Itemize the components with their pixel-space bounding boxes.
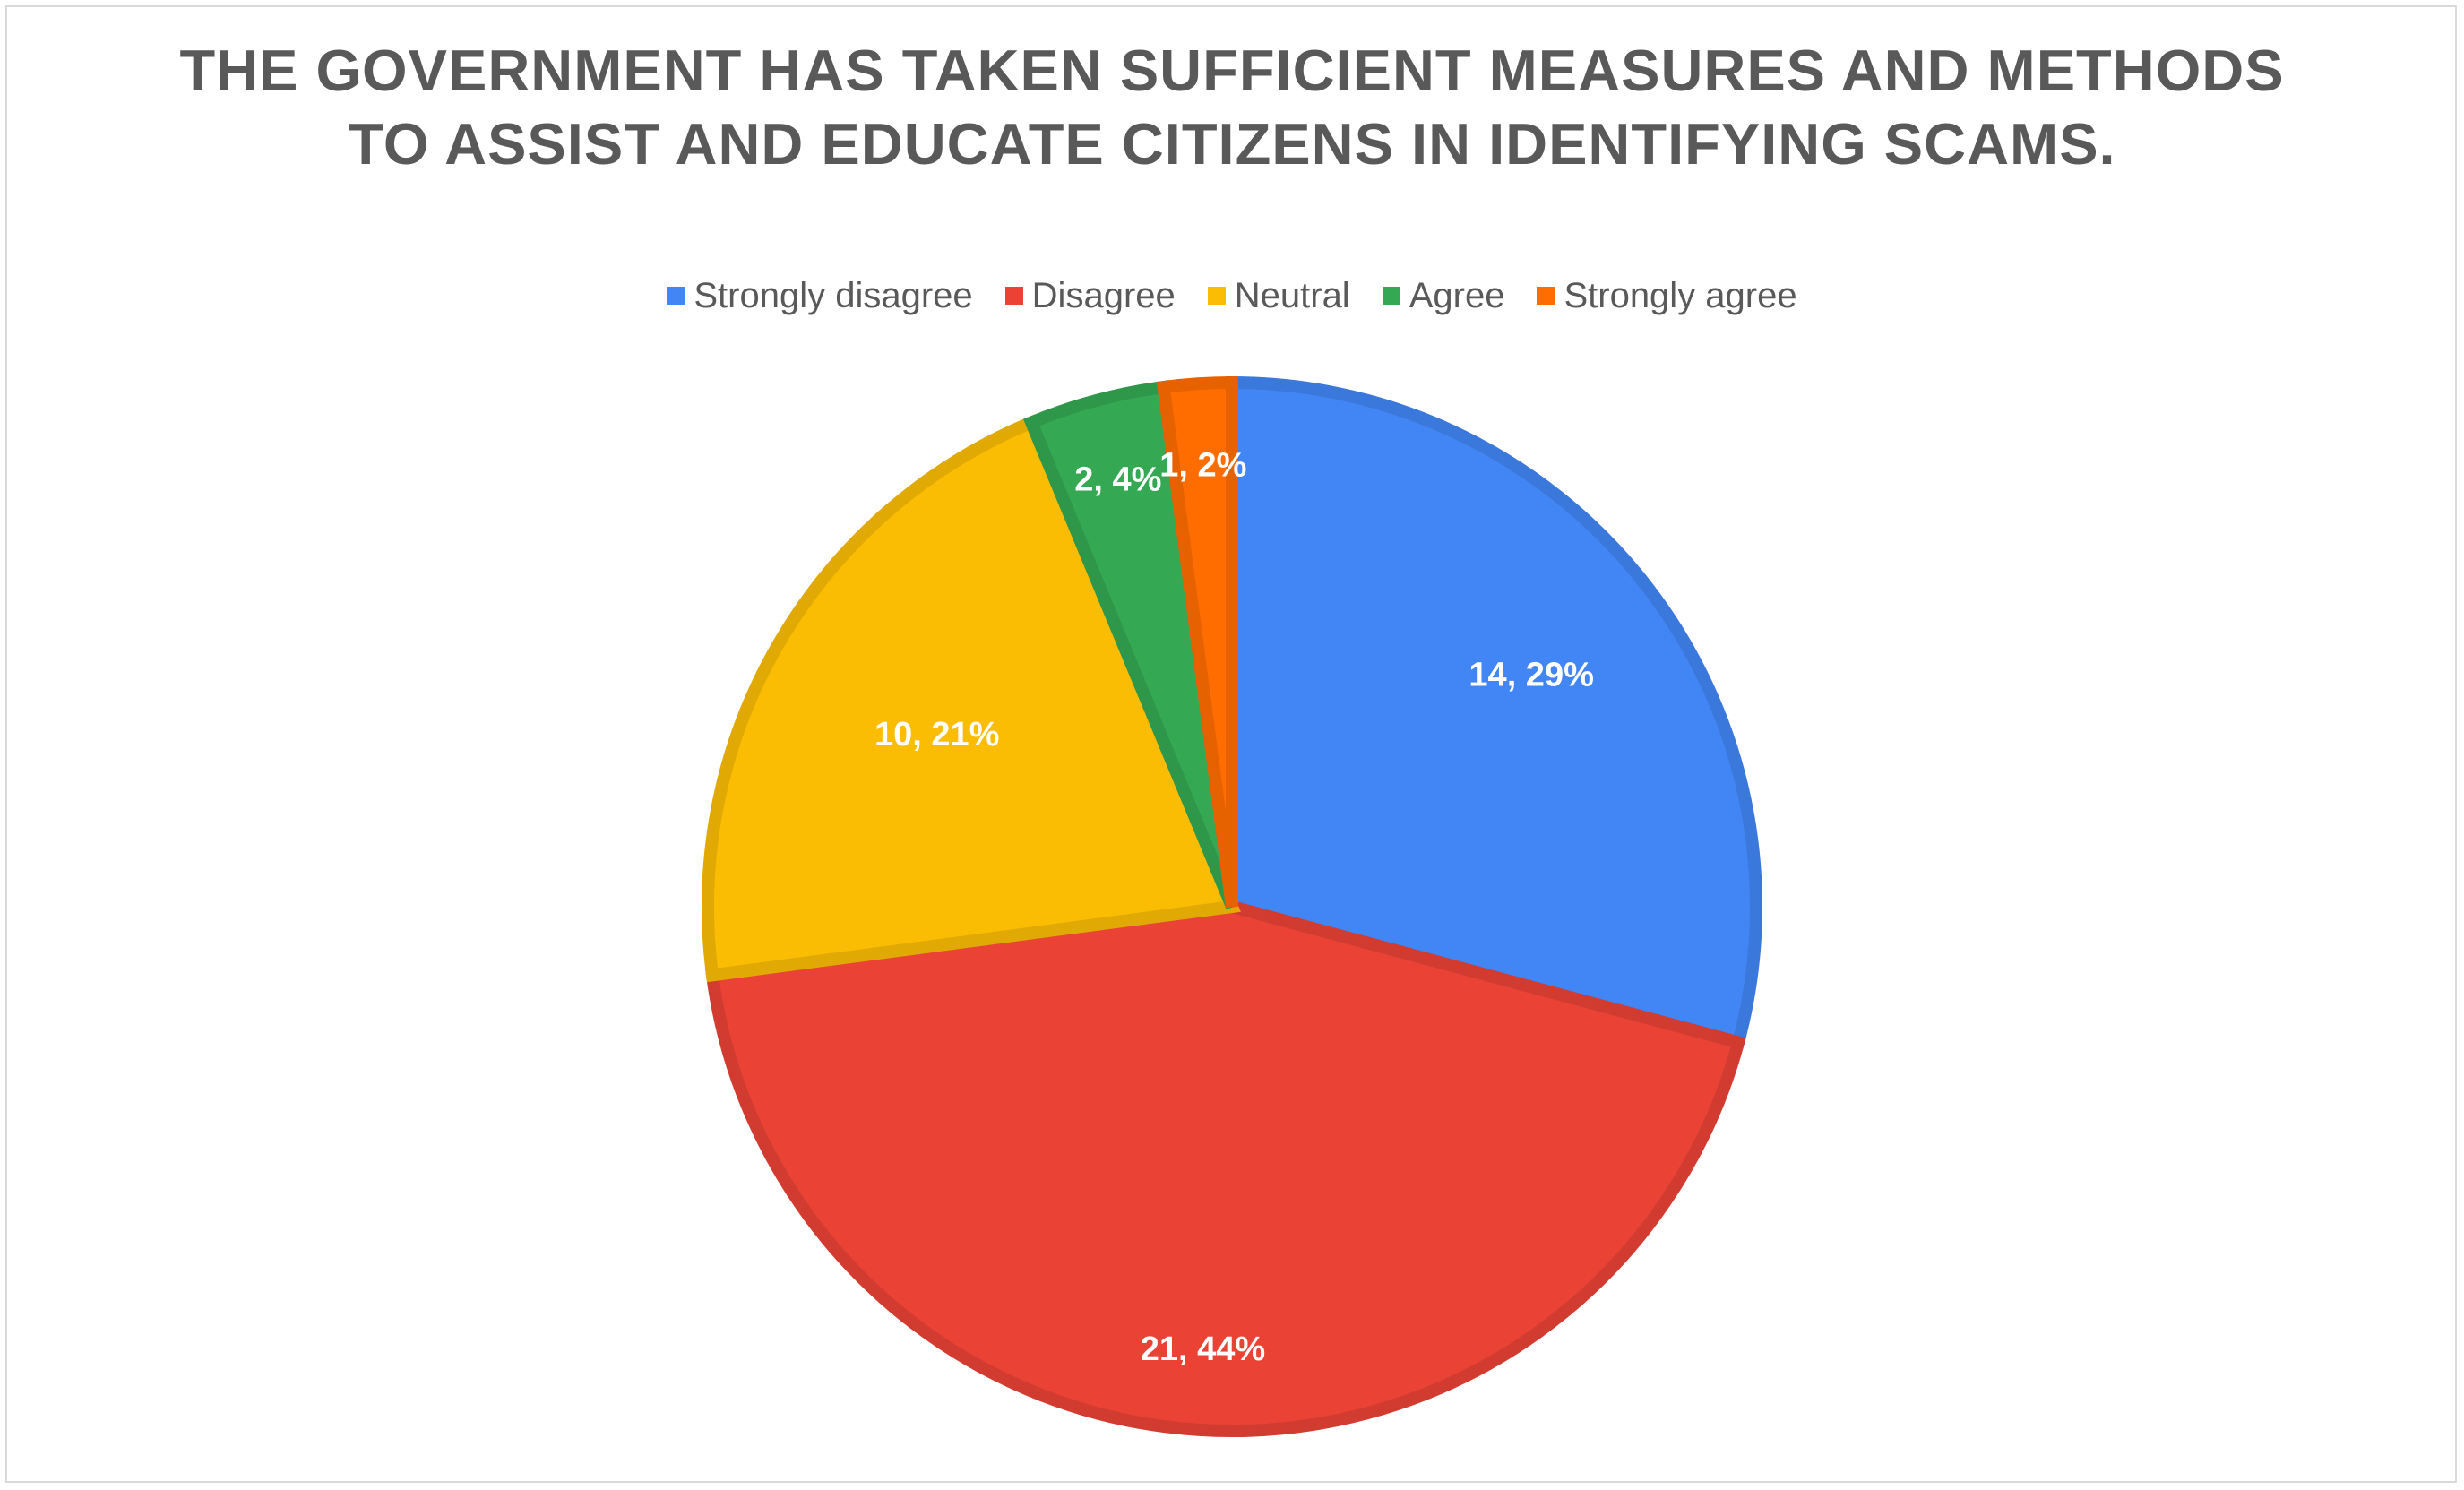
legend-label: Strongly disagree: [694, 275, 973, 315]
legend: Strongly disagree Disagree Neutral Agree Str…: [0, 269, 2464, 323]
legend-item: Neutral: [1207, 275, 1350, 316]
legend-swatch: [1382, 287, 1400, 305]
legend-label: Agree: [1409, 275, 1505, 315]
legend-label: Disagree: [1031, 275, 1176, 315]
legend-swatch: [1537, 287, 1555, 305]
legend-label: Strongly agree: [1564, 275, 1797, 315]
legend-label: Neutral: [1234, 275, 1350, 315]
pie-slices: [702, 375, 1762, 1438]
legend-item: Strongly agree: [1537, 275, 1797, 316]
pie-labels: 14, 29% 21, 44% 10, 21% 2, 4%1, 2%: [874, 447, 1594, 1369]
legend-item: Strongly disagree: [667, 275, 973, 316]
legend-item: Agree: [1382, 275, 1505, 316]
legend-swatch: [1004, 287, 1023, 305]
data-label: 10, 21%: [874, 716, 999, 754]
legend-swatch: [667, 287, 685, 305]
pie-slice-strongly-agree: [1156, 375, 1238, 908]
data-label: 14, 29%: [1469, 657, 1593, 694]
legend-item: Disagree: [1004, 275, 1176, 316]
data-label: 1, 2%: [1159, 447, 1246, 485]
chart-title: THE GOVERNMENT HAS TAKEN SUFFICIENT MEAS…: [179, 38, 2285, 177]
data-label: 21, 44%: [1141, 1331, 1265, 1368]
pie-slice-disagree: [705, 900, 1746, 1438]
pie-slice-strongly-disagree: [1226, 375, 1762, 1050]
pie-slice-neutral: [702, 414, 1241, 983]
data-label: 2, 4%: [1074, 461, 1161, 498]
legend-swatch: [1207, 287, 1226, 305]
